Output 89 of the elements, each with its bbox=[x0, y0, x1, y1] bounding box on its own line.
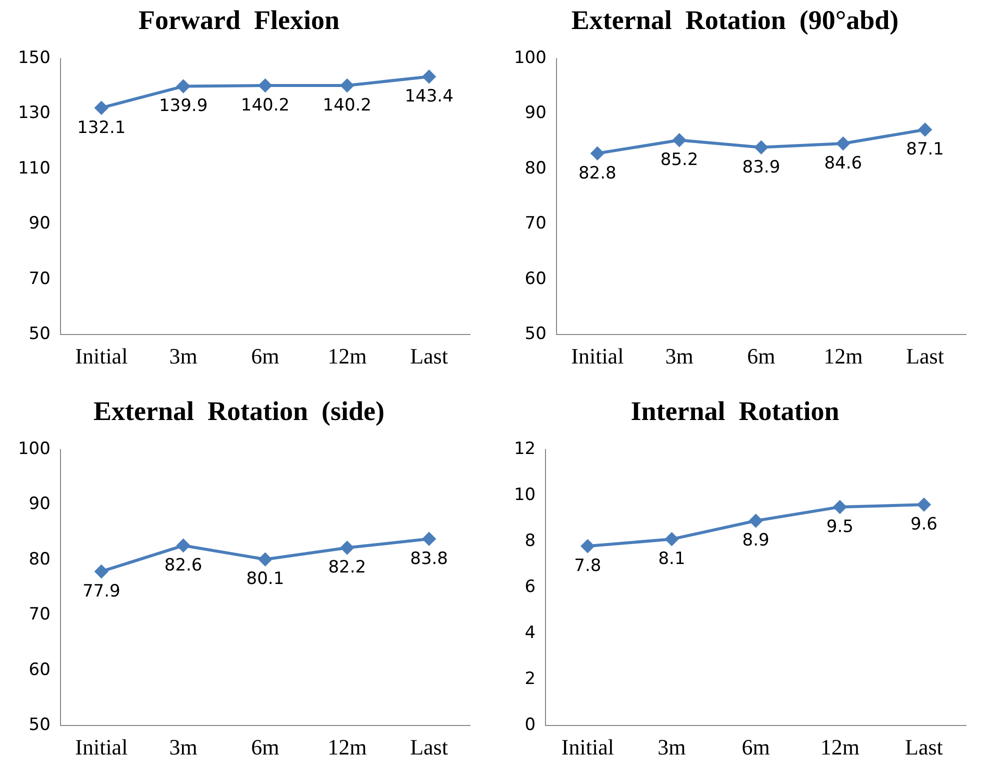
data-label: 82.8 bbox=[578, 163, 616, 184]
point bbox=[833, 500, 846, 514]
data-label: 77.9 bbox=[82, 581, 120, 602]
y-tick-label: 100 bbox=[18, 438, 50, 459]
x-tick-label: 12m bbox=[328, 734, 367, 760]
point bbox=[422, 532, 436, 546]
point bbox=[836, 136, 850, 150]
y-tick-label: 2 bbox=[524, 668, 536, 689]
data-label: 132.1 bbox=[77, 118, 126, 138]
point bbox=[749, 514, 762, 528]
x-tick-label: 12m bbox=[328, 344, 367, 369]
chart-title: Forward Flexion bbox=[138, 5, 340, 36]
y-tick-label: 80 bbox=[28, 549, 50, 570]
point bbox=[672, 134, 686, 147]
x-tick-label: Last bbox=[410, 734, 448, 760]
y-tick-label: 130 bbox=[18, 103, 50, 124]
y-tick-label: 50 bbox=[524, 324, 546, 344]
y-tick-label: 90 bbox=[28, 214, 50, 234]
y-tick-label: 12 bbox=[514, 438, 536, 459]
y-tick-label: 80 bbox=[524, 158, 546, 178]
x-tick-label: Last bbox=[906, 344, 944, 369]
point bbox=[665, 532, 678, 546]
y-tick-label: 60 bbox=[524, 268, 546, 289]
chart-title: External Rotation (side) bbox=[94, 396, 384, 426]
y-tick-label: 90 bbox=[524, 103, 546, 124]
x-tick-label: 6m bbox=[742, 734, 770, 760]
point bbox=[340, 541, 354, 554]
data-label: 83.9 bbox=[742, 157, 780, 178]
data-label: 87.1 bbox=[906, 140, 944, 160]
point bbox=[590, 146, 604, 160]
x-tick-label: 12m bbox=[824, 344, 863, 369]
x-tick-label: Initial bbox=[561, 734, 614, 760]
y-tick-label: 110 bbox=[18, 158, 50, 178]
point bbox=[94, 101, 108, 114]
point bbox=[918, 123, 932, 136]
data-label: 7.8 bbox=[574, 556, 602, 576]
data-label: 139.9 bbox=[158, 96, 208, 116]
x-tick-label: 6m bbox=[747, 344, 776, 369]
data-label: 82.2 bbox=[328, 558, 366, 578]
x-tick-label: 3m bbox=[658, 734, 686, 760]
x-tick-label: Initial bbox=[75, 344, 128, 369]
y-tick-label: 60 bbox=[28, 660, 50, 680]
point bbox=[340, 78, 354, 92]
data-label: 80.1 bbox=[246, 569, 284, 590]
y-tick-label: 50 bbox=[28, 324, 50, 344]
data-label: 84.6 bbox=[824, 153, 862, 174]
data-label: 9.5 bbox=[826, 516, 854, 537]
data-label: 140.2 bbox=[322, 95, 372, 116]
data-label: 140.2 bbox=[240, 95, 290, 116]
y-tick-label: 150 bbox=[18, 48, 50, 68]
x-tick-label: Initial bbox=[75, 734, 128, 760]
y-tick-label: 0 bbox=[524, 715, 536, 736]
point bbox=[581, 540, 594, 553]
point bbox=[258, 552, 272, 566]
point bbox=[422, 70, 436, 84]
point bbox=[258, 78, 272, 92]
data-label: 9.6 bbox=[910, 514, 938, 535]
data-label: 8.9 bbox=[742, 530, 770, 551]
x-tick-label: 6m bbox=[251, 734, 280, 760]
x-tick-label: Last bbox=[905, 734, 943, 760]
y-tick-label: 70 bbox=[524, 214, 546, 234]
point bbox=[754, 140, 768, 154]
data-label: 8.1 bbox=[658, 549, 686, 570]
data-label: 83.8 bbox=[410, 548, 448, 569]
point bbox=[176, 539, 190, 552]
x-tick-label: Last bbox=[410, 344, 448, 369]
y-tick-label: 4 bbox=[524, 622, 536, 643]
y-tick-label: 90 bbox=[28, 494, 50, 514]
data-label: 143.4 bbox=[404, 86, 454, 107]
x-tick-label: 12m bbox=[820, 734, 860, 760]
y-tick-label: 100 bbox=[514, 48, 546, 68]
chart-title: Internal Rotation bbox=[630, 396, 840, 426]
chart-title: External Rotation (90°abd) bbox=[571, 5, 899, 36]
y-tick-label: 6 bbox=[524, 576, 536, 597]
y-tick-label: 70 bbox=[28, 268, 50, 289]
y-tick-label: 10 bbox=[514, 484, 536, 505]
x-tick-label: 3m bbox=[665, 344, 694, 369]
x-tick-label: 3m bbox=[169, 734, 198, 760]
data-label: 85.2 bbox=[660, 150, 698, 170]
x-tick-label: Initial bbox=[571, 344, 624, 369]
x-tick-label: 6m bbox=[251, 344, 280, 369]
point bbox=[917, 498, 930, 512]
y-tick-label: 70 bbox=[28, 604, 50, 625]
point bbox=[176, 80, 190, 93]
point bbox=[94, 564, 108, 578]
y-tick-label: 50 bbox=[28, 715, 50, 736]
y-tick-label: 8 bbox=[524, 530, 536, 551]
data-label: 82.6 bbox=[164, 555, 202, 576]
x-tick-label: 3m bbox=[169, 344, 198, 369]
